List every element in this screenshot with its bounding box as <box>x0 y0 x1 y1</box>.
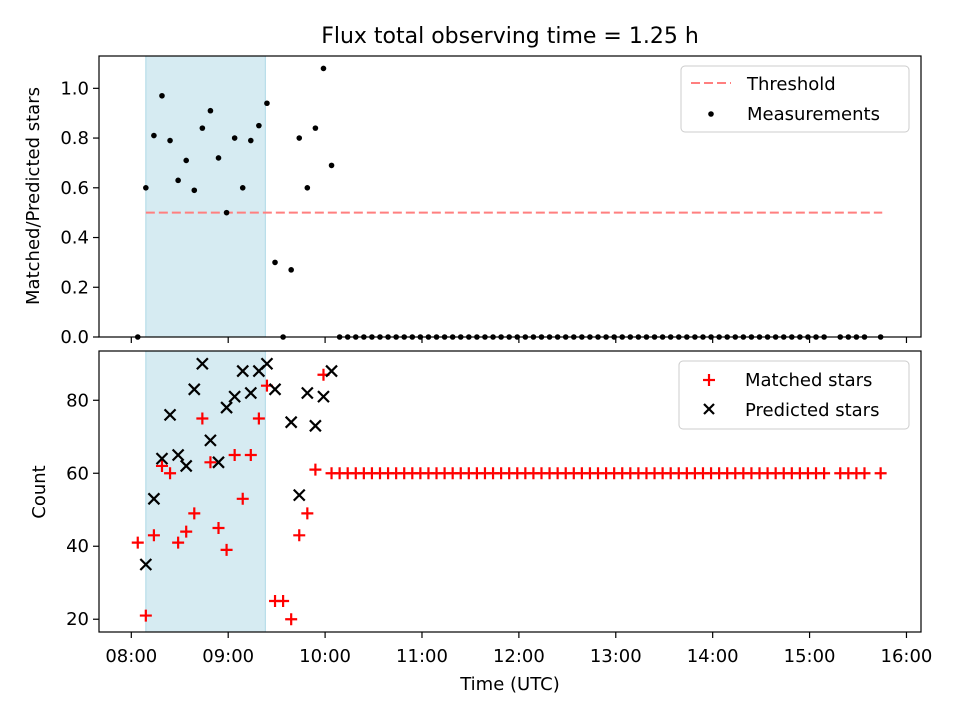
bottom-x-tick-label: 09:00 <box>202 646 254 667</box>
measurement-point <box>183 158 189 164</box>
bottom-legend: Matched stars Predicted stars <box>679 361 909 429</box>
bottom-y-axis-label: Count <box>29 465 50 518</box>
measurement-point <box>175 178 181 184</box>
figure-title: Flux total observing time = 1.25 h <box>321 24 699 49</box>
measurement-point <box>240 185 246 191</box>
measurement-point <box>167 138 173 144</box>
measurement-point <box>248 138 254 144</box>
bottom-x-tick-label: 16:00 <box>881 646 933 667</box>
measurement-point <box>256 123 262 129</box>
bottom-y-tick-label: 80 <box>66 390 89 411</box>
top-y-tick-label: 0.6 <box>60 178 89 199</box>
measurement-point <box>216 155 222 161</box>
measurement-point <box>151 133 157 139</box>
measurement-point <box>200 125 206 131</box>
measurement-point <box>191 187 197 193</box>
measurement-point <box>305 185 311 191</box>
measurement-point <box>272 260 278 266</box>
top-y-tick-label: 0.8 <box>60 128 89 149</box>
legend-matched-label: Matched stars <box>745 370 872 391</box>
bottom-x-tick-label: 08:00 <box>105 646 157 667</box>
bottom-x-tick-label: 14:00 <box>687 646 739 667</box>
top-y-tick-label: 0.4 <box>60 228 89 249</box>
legend-measurements-label: Measurements <box>747 104 880 125</box>
figure: Flux total observing time = 1.25 h 0.0 0.… <box>0 0 960 720</box>
observing-window-edge-left <box>145 351 146 632</box>
measurement-point <box>224 210 230 216</box>
bottom-y-tick-label: 20 <box>66 609 89 630</box>
observing-window-edge-right <box>265 351 266 632</box>
measurement-point <box>329 163 335 169</box>
measurement-point <box>296 135 302 141</box>
bottom-y-tick-label: 40 <box>66 536 89 557</box>
bottom-x-tick-label: 13:00 <box>590 646 642 667</box>
observing-window-shade <box>146 56 266 337</box>
top-y-tick-label: 0.0 <box>60 327 89 348</box>
bottom-y-tick-label: 60 <box>66 463 89 484</box>
bottom-x-tick-label: 11:00 <box>396 646 448 667</box>
measurement-point <box>143 185 149 191</box>
observing-window-edge-right <box>265 56 266 337</box>
bottom-x-tick-label: 12:00 <box>493 646 545 667</box>
top-y-tick-label: 1.0 <box>60 78 89 99</box>
measurement-point <box>313 125 319 131</box>
bottom-x-tick-label: 15:00 <box>784 646 836 667</box>
measurement-point <box>159 93 165 99</box>
top-y-tick-label: 0.2 <box>60 277 89 298</box>
measurement-point <box>232 135 238 141</box>
measurement-point <box>288 267 294 273</box>
legend-predicted-label: Predicted stars <box>745 400 879 421</box>
observing-window-edge-left <box>145 56 146 337</box>
observing-window-shade <box>146 351 266 632</box>
measurement-point <box>321 66 327 72</box>
top-legend: Threshold Measurements <box>681 66 909 132</box>
measurement-point <box>208 108 214 114</box>
bottom-x-tick-label: 10:00 <box>299 646 351 667</box>
legend-measurements-swatch <box>708 111 714 117</box>
chart-figure: Flux total observing time = 1.25 h 0.0 0.… <box>0 0 960 720</box>
top-y-axis-label: Matched/Predicted stars <box>23 87 44 305</box>
measurement-point <box>264 100 270 106</box>
legend-threshold-label: Threshold <box>746 74 836 95</box>
bottom-x-axis-label: Time (UTC) <box>459 674 560 695</box>
